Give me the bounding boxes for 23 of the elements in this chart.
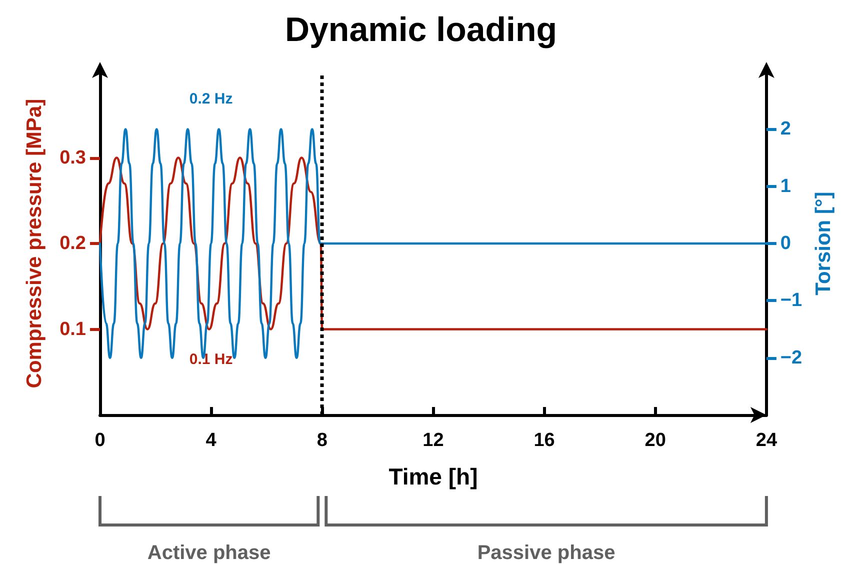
y2-tick-label: −1 <box>780 290 803 312</box>
x-tick-label: 0 <box>94 430 106 451</box>
y2-tick-label: 1 <box>780 176 792 197</box>
y-tick-label: 0.2 <box>60 233 86 254</box>
x-tick-label: 12 <box>422 430 444 451</box>
x-tick-label: 8 <box>316 430 328 451</box>
y2-tick-label: 2 <box>780 118 792 140</box>
y-axis-title: Compressive pressure [MPa] <box>23 98 46 388</box>
text: Active phase <box>147 542 271 564</box>
x-tick-label: 16 <box>534 430 555 451</box>
x-tick-label: 4 <box>206 430 217 451</box>
x-tick-label: 20 <box>644 430 666 451</box>
y2-tick-label: −2 <box>780 347 802 368</box>
y2-axis-title: Torsion [°] <box>812 192 835 296</box>
series-label: 0.1 Hz <box>189 350 233 368</box>
y2-tick-label: 0 <box>780 233 792 254</box>
x-tick-label: 24 <box>756 430 778 451</box>
x-axis-title: Time [h] <box>388 464 478 490</box>
chart-title: Dynamic loading <box>284 11 558 49</box>
text: Passive phase <box>477 542 616 564</box>
y-tick-label: 0.1 <box>60 318 86 340</box>
series-label: 0.2 Hz <box>189 90 233 108</box>
y-tick-label: 0.3 <box>60 147 86 168</box>
